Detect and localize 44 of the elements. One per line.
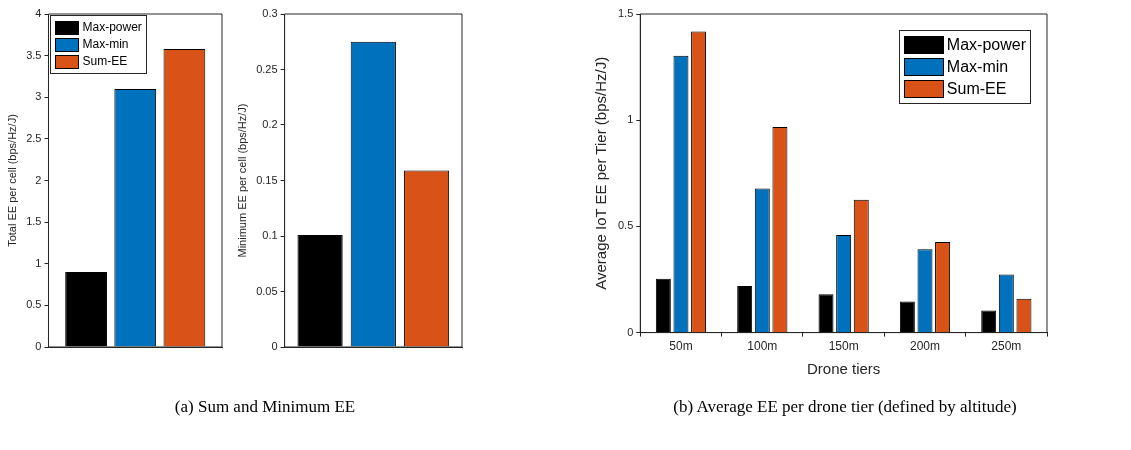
x-tick-label: 250m: [991, 339, 1022, 354]
y-axis-title: Total EE per cell (bps/Hz/J): [5, 114, 18, 247]
bar: [297, 234, 343, 347]
y-tick-label: 0.15: [256, 173, 278, 186]
y-tick-label: 1.5: [26, 215, 42, 228]
y-tick-label: 0.5: [26, 298, 42, 311]
legend-label: Max-min: [946, 57, 1009, 77]
y-tick-label: 3.5: [26, 48, 42, 61]
y-tick-label: 1.5: [617, 7, 634, 20]
bar: [899, 301, 915, 333]
x-axis-title: Drone tiers: [806, 360, 881, 378]
x-tick-label: 150m: [828, 339, 859, 354]
y-tick-label: 4: [35, 7, 42, 20]
legend-label: Sum-EE: [82, 54, 128, 69]
text: (b) Average EE per drone tier (defined by altitude): [672, 397, 1018, 417]
y-tick-label: 0: [271, 340, 278, 353]
y-tick-label: 2: [35, 173, 42, 186]
legend-label: Sum-EE: [946, 79, 1007, 99]
x-tick-label: 200m: [909, 339, 940, 354]
y-tick-label: 2.5: [26, 131, 42, 144]
x-tick-label: 100m: [747, 339, 778, 354]
legend-label: Max-power: [82, 20, 142, 35]
y-tick-label: 0: [627, 325, 634, 338]
y-tick-label: 3: [35, 90, 42, 103]
bar: [655, 278, 671, 333]
bar: [818, 294, 834, 333]
bar: [981, 310, 997, 333]
bar: [65, 272, 107, 347]
legend-label: Max-power: [946, 35, 1026, 55]
y-tick-label: 0.25: [256, 62, 278, 75]
y-axis-title: Minimum EE per cell (bps/Hz/J): [235, 103, 248, 258]
y-tick-label: 1: [627, 113, 634, 126]
y-tick-label: 0.1: [262, 229, 278, 242]
y-tick-label: 0.2: [262, 118, 278, 131]
y-axis-title: Average IoT EE per Tier (bps/Hz/J): [592, 56, 610, 290]
legend-label: Max-min: [82, 37, 129, 52]
y-tick-label: 1: [35, 256, 42, 269]
y-tick-label: 0.5: [617, 219, 634, 232]
y-tick-label: 0.3: [262, 7, 278, 20]
y-tick-label: 0.05: [256, 284, 278, 297]
text: (a) Sum and Minimum EE: [173, 397, 357, 417]
x-tick-label: 50m: [669, 339, 693, 354]
bar: [737, 286, 753, 333]
y-tick-label: 0: [35, 340, 42, 353]
